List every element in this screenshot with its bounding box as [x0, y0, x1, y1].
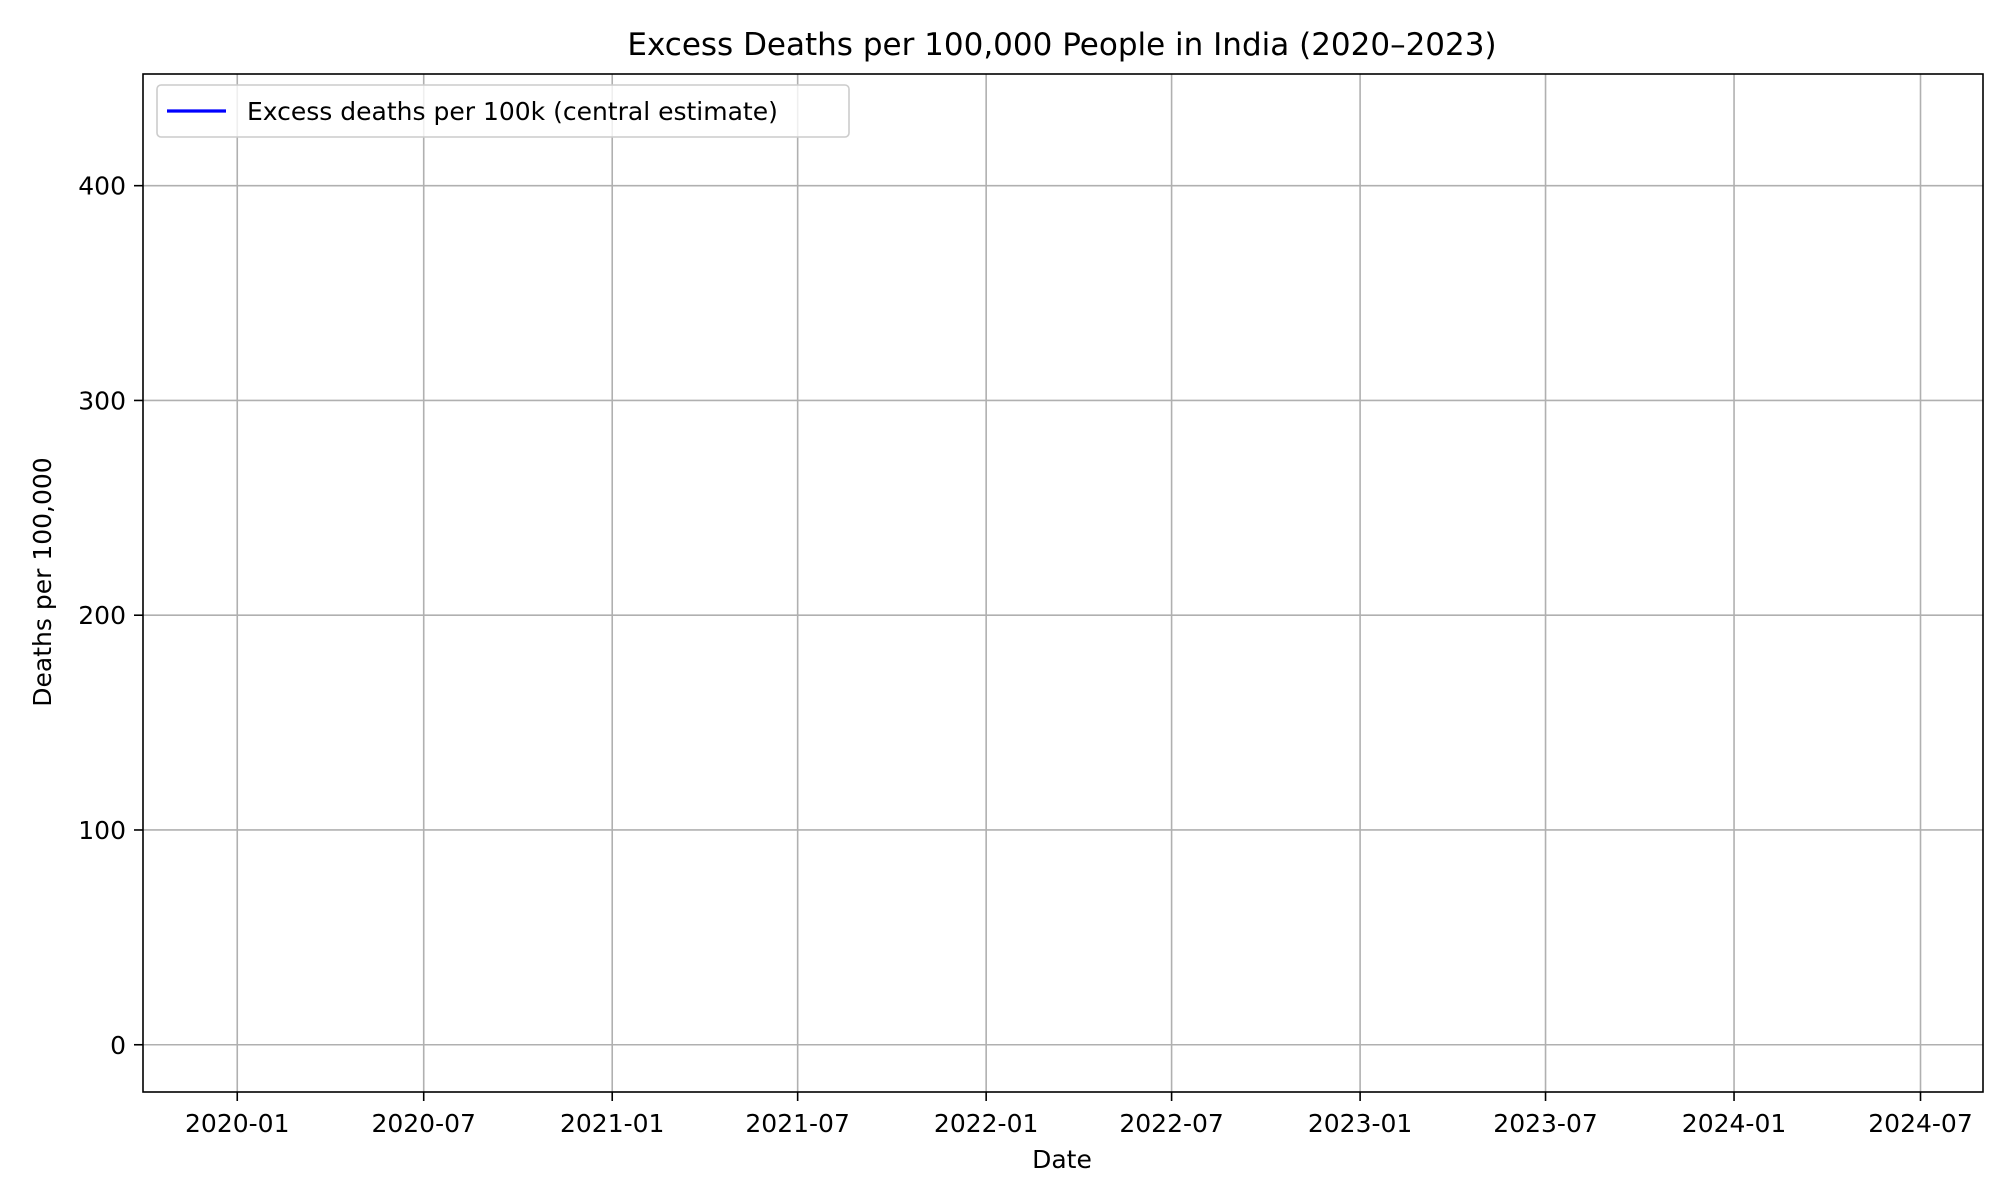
y-axis-label: Deaths per 100,000: [28, 457, 57, 706]
y-axis-ticks: 0 100 200 300 400: [78, 172, 143, 1060]
x-axis-ticks: 2020-01 2020-07 2021-01 2021-07 2022-01 2022-…: [185, 1092, 1973, 1138]
x-tick-label: 2020-01: [185, 1109, 289, 1138]
legend: Excess deaths per 100k (central estimate…: [156, 84, 850, 138]
x-tick-label: 2022-07: [1119, 1109, 1223, 1138]
chart-title: Excess Deaths per 100,000 People in Indi…: [627, 27, 1496, 63]
x-tick-label: 2020-07: [371, 1109, 475, 1138]
grid-layer: [143, 74, 1983, 1092]
x-tick-label: 2023-07: [1493, 1109, 1597, 1138]
y-tick-label: 400: [78, 172, 126, 201]
x-tick-label: 2021-07: [745, 1109, 849, 1138]
y-tick-label: 100: [78, 816, 126, 845]
y-tick-label: 200: [78, 601, 126, 630]
x-tick-label: 2021-01: [560, 1109, 664, 1138]
x-tick-label: 2022-01: [934, 1109, 1038, 1138]
x-axis-label: Date: [1032, 1145, 1092, 1174]
legend-label: Excess deaths per 100k (central estimate…: [247, 97, 778, 126]
x-tick-label: 2024-01: [1682, 1109, 1786, 1138]
x-tick-label: 2023-01: [1308, 1109, 1412, 1138]
y-tick-label: 300: [78, 386, 126, 415]
plot-area-frame: [142, 73, 1984, 1093]
x-tick-label: 2024-07: [1868, 1109, 1972, 1138]
y-tick-label: 0: [110, 1031, 126, 1060]
legend-box: [156, 84, 850, 138]
